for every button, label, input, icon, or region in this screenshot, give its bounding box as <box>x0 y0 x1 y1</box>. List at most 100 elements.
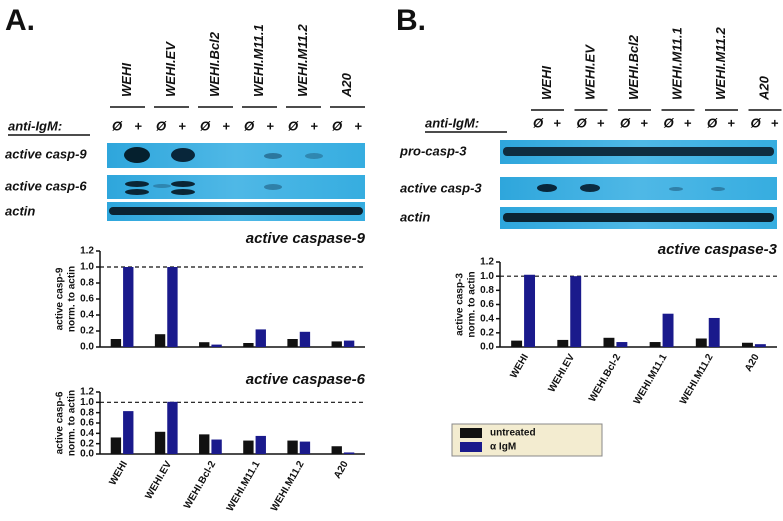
y-tick-label: 0.4 <box>480 313 494 324</box>
treatment: Ø <box>288 118 299 133</box>
bar <box>167 267 178 347</box>
treatment: + <box>134 118 142 133</box>
legend-label: α IgM <box>490 442 516 453</box>
panel-label: A. <box>5 4 35 37</box>
x-tick-label: WEHI.M11.2 <box>269 459 307 513</box>
treatment: + <box>727 115 735 130</box>
bar <box>570 276 582 347</box>
treatment: + <box>553 115 561 130</box>
bar <box>211 439 222 454</box>
treatment: Ø <box>156 118 167 133</box>
x-tick-label: A20 <box>743 352 762 374</box>
blot-label: actin <box>5 203 35 218</box>
y-tick-label: 1.0 <box>480 271 494 282</box>
bar <box>649 342 661 347</box>
bar <box>557 339 569 347</box>
y-tick-label: 0.4 <box>80 310 94 321</box>
bar <box>287 440 298 454</box>
bar <box>154 431 166 454</box>
bar <box>211 344 222 347</box>
blot-images <box>107 140 777 229</box>
chart-title: active caspase-3 <box>658 241 778 258</box>
y-tick-label: 0.8 <box>480 285 494 296</box>
treatment-label: anti-IgM: <box>425 115 479 130</box>
bar <box>123 411 134 454</box>
cell-line-label: WEHI.M11.2 <box>713 27 728 100</box>
y-tick-label: 1.0 <box>80 397 94 408</box>
blot-label: actin <box>400 209 430 224</box>
y-tick-label: 0.6 <box>480 299 494 310</box>
treatment: + <box>222 118 230 133</box>
bar <box>199 342 210 347</box>
bar <box>123 267 134 347</box>
cell-line-label: WEHI <box>539 66 554 100</box>
y-axis-label: norm. to actin <box>67 390 78 456</box>
x-tick-label: WEHI.M11.1 <box>225 459 263 513</box>
x-tick-label: WEHI.EV <box>143 459 174 501</box>
panel-label: B. <box>396 4 426 37</box>
bar <box>603 337 615 347</box>
treatment: + <box>640 115 648 130</box>
cell-line-label: WEHI.Bcl2 <box>626 34 641 100</box>
blot-label: active casp-3 <box>400 180 482 195</box>
blot-label: active casp-9 <box>5 146 87 161</box>
y-tick-label: 0.8 <box>80 407 94 418</box>
x-tick-label: A20 <box>332 459 351 481</box>
treatment: + <box>771 115 779 130</box>
bar <box>662 313 674 347</box>
x-tick-label: WEHI.EV <box>546 352 577 394</box>
bar <box>110 437 122 454</box>
cell-line-label: WEHI.Bcl2 <box>207 31 222 97</box>
y-tick-label: 1.2 <box>480 257 494 268</box>
treatment: Ø <box>200 118 211 133</box>
cell-line-label: WEHI.M11.2 <box>295 24 310 97</box>
treatment: Ø <box>750 115 761 130</box>
y-tick-label: 1.0 <box>80 262 94 273</box>
y-tick-label: 0.4 <box>80 428 94 439</box>
bar <box>299 441 311 454</box>
cell-line-label: WEHI <box>119 63 134 97</box>
y-axis-label: active casp-9 <box>55 267 66 330</box>
bar <box>511 340 523 347</box>
bar <box>110 339 122 347</box>
bar <box>524 274 536 347</box>
bar <box>154 334 166 347</box>
cell-line-label: WEHI.EV <box>582 44 597 100</box>
bar <box>255 435 266 454</box>
bar <box>299 331 311 347</box>
treatment: Ø <box>244 118 255 133</box>
y-tick-label: 0.0 <box>80 449 94 460</box>
y-axis-label: active casp-3 <box>455 273 466 336</box>
chart-title: active caspase-9 <box>246 230 366 247</box>
y-tick-label: 0.8 <box>80 278 94 289</box>
bar <box>695 338 707 347</box>
bar <box>167 401 178 454</box>
bar <box>243 343 254 347</box>
treatment: + <box>684 115 692 130</box>
y-axis-label: active casp-6 <box>55 391 66 454</box>
cell-line-label: WEHI.M11.1 <box>669 27 684 100</box>
x-tick-label: WEHI <box>508 352 531 380</box>
bar <box>255 329 266 347</box>
treatment: + <box>354 118 362 133</box>
treatment: Ø <box>576 115 587 130</box>
treatment: Ø <box>112 118 123 133</box>
bar <box>331 446 342 454</box>
treatment: Ø <box>663 115 674 130</box>
treatment: Ø <box>533 115 544 130</box>
blot-label: pro-casp-3 <box>399 143 467 158</box>
y-tick-label: 0.2 <box>80 438 94 449</box>
chart-title: active caspase-6 <box>246 371 366 388</box>
y-axis-label: norm. to actin <box>67 266 78 332</box>
treatment: Ø <box>332 118 343 133</box>
bar <box>331 341 342 347</box>
y-axis-label: norm. to actin <box>467 271 478 337</box>
bar <box>741 342 753 347</box>
bar <box>199 434 210 454</box>
x-tick-label: WEHI.Bcl-2 <box>182 459 218 511</box>
cell-line-label: WEHI.M11.1 <box>251 24 266 97</box>
y-tick-label: 0.2 <box>80 326 94 337</box>
treatment: + <box>178 118 186 133</box>
x-tick-label: WEHI.M11.2 <box>678 352 716 406</box>
